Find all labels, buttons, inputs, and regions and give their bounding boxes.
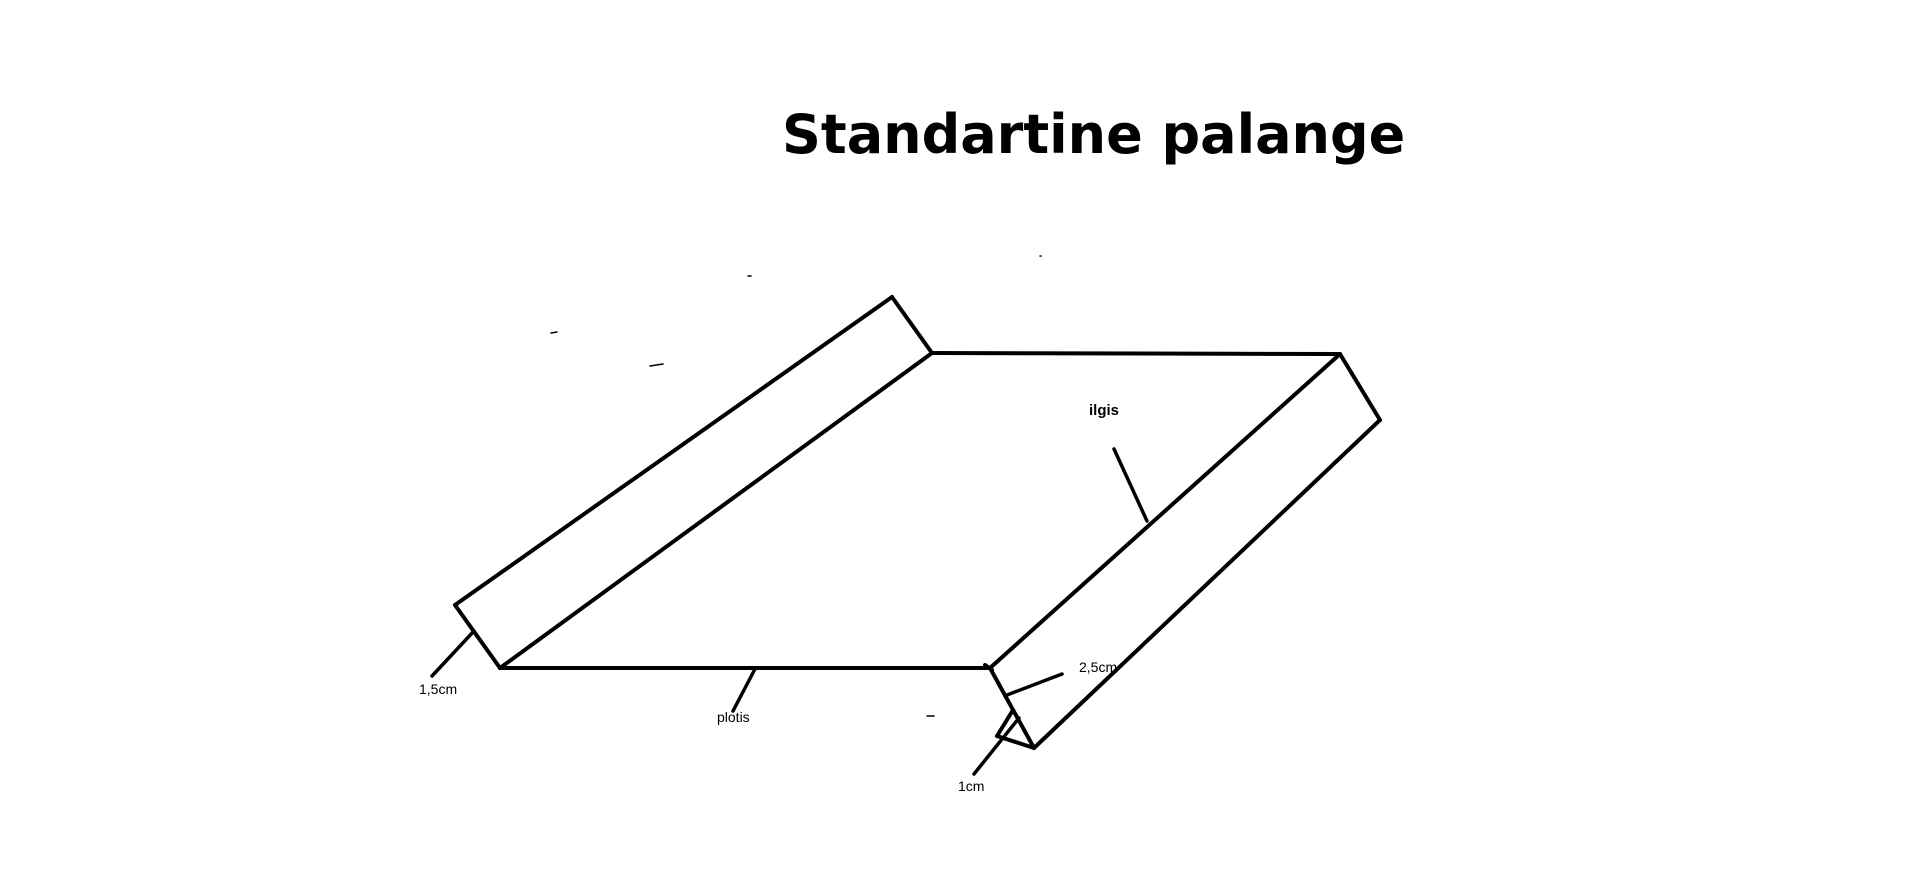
left-flange (453, 295, 934, 670)
base-panel (498, 351, 1342, 670)
base-top-edge (930, 351, 1342, 356)
length-leader (1112, 447, 1149, 523)
left-flange-bottom-end (453, 603, 502, 670)
length-label: ilgis (1089, 402, 1119, 419)
flange-right-label: 2,5cm (1079, 659, 1117, 675)
speck (550, 331, 558, 334)
flange-left-leader (430, 629, 476, 678)
width-leader (731, 667, 757, 713)
left-flange-outer-edge (453, 295, 894, 607)
diagram-title: Standartine palange (782, 103, 1405, 166)
right-fold-line (988, 352, 1342, 670)
hem-bend (995, 708, 1015, 738)
right-flange-outer-edge (1032, 418, 1382, 750)
speck (649, 363, 664, 367)
left-fold-line (498, 351, 934, 670)
flange-left-label: 1,5cm (419, 681, 457, 697)
hem-leader (972, 716, 1021, 776)
corner-nub (983, 663, 994, 672)
flange-right-leader (1005, 672, 1064, 697)
stray-specks (550, 255, 1042, 717)
hem-label: 1cm (958, 778, 984, 794)
right-flange (983, 352, 1382, 750)
left-flange-top-end (890, 295, 934, 355)
leader-lines (430, 447, 1149, 776)
right-flange-bottom-end (988, 666, 1036, 750)
width-label: plotis (717, 709, 750, 725)
right-flange-top-end (1338, 352, 1382, 422)
